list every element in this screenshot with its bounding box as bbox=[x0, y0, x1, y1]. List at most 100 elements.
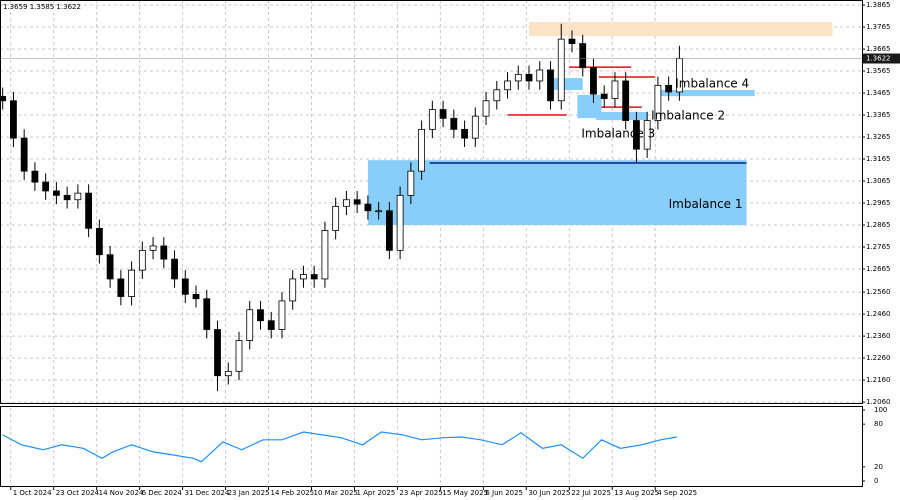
y-tick-label: 1.2560 bbox=[866, 288, 891, 296]
candle-body bbox=[385, 210, 393, 251]
x-tick-label: 31 Dec 2024 bbox=[185, 489, 230, 497]
candle-body bbox=[396, 194, 404, 251]
candle-body bbox=[450, 117, 458, 130]
rsi-line bbox=[2, 431, 677, 463]
candle-body bbox=[514, 73, 522, 82]
candle-body bbox=[160, 245, 168, 260]
candle-body bbox=[643, 120, 651, 150]
x-tick-label: 30 Jun 2025 bbox=[528, 489, 570, 497]
last-price-label: 1.3622 bbox=[866, 55, 891, 63]
candle-body bbox=[622, 80, 630, 121]
x-tick-label: 10 Mar 2025 bbox=[314, 489, 358, 497]
candle-body bbox=[149, 245, 157, 251]
candle-body bbox=[278, 300, 286, 330]
candle-body bbox=[192, 293, 200, 300]
y-tick-label: 1.3365 bbox=[866, 111, 891, 119]
candle-body bbox=[117, 278, 125, 297]
x-tick-label: 23 Oct 2024 bbox=[56, 489, 100, 497]
candle-body bbox=[579, 43, 587, 69]
candle-body bbox=[611, 80, 619, 99]
y-tick-label: 1.3765 bbox=[866, 23, 891, 31]
candle-body bbox=[665, 84, 673, 93]
y-tick-label: 1.3465 bbox=[866, 89, 891, 97]
price-header: 1.3659 1.3585 1.3622 bbox=[3, 3, 81, 11]
candle-body bbox=[171, 258, 178, 280]
zone bbox=[367, 160, 747, 226]
y-tick-label: 1.2865 bbox=[866, 221, 891, 229]
y-tick-label: 1.2665 bbox=[866, 265, 891, 273]
y-tick-label: 20 bbox=[874, 463, 883, 471]
candle-body bbox=[63, 194, 71, 201]
candle-body bbox=[375, 210, 383, 213]
candle-body bbox=[10, 100, 17, 139]
y-tick-label: 1.3865 bbox=[866, 1, 891, 9]
zone bbox=[655, 89, 755, 97]
x-tick-label: 6 Dec 2024 bbox=[142, 489, 183, 497]
candle-body bbox=[321, 230, 329, 280]
y-tick-label: 1.2060 bbox=[866, 398, 891, 406]
y-tick-label: 1.2965 bbox=[866, 199, 891, 207]
price-frame bbox=[0, 0, 863, 404]
candle-body bbox=[654, 84, 662, 121]
y-tick-label: 1.3665 bbox=[866, 45, 891, 53]
candle-body bbox=[300, 274, 307, 280]
candle-body bbox=[310, 274, 318, 280]
y-tick-label: 1.3265 bbox=[866, 133, 891, 141]
rsi-panel: 100 80 20 0 bbox=[2, 406, 887, 485]
zone bbox=[577, 95, 602, 119]
x-tick-label: 13 Aug 2025 bbox=[614, 489, 659, 497]
candle-body bbox=[504, 80, 511, 91]
zone bbox=[547, 78, 583, 90]
candle-body bbox=[106, 254, 114, 280]
candle-body bbox=[568, 38, 576, 44]
candle-body bbox=[633, 120, 640, 150]
candle-body bbox=[428, 109, 436, 130]
last-price-box bbox=[862, 53, 900, 64]
candle-body bbox=[536, 69, 544, 82]
x-tick-label: 23 Jan 2025 bbox=[228, 489, 270, 497]
candle-body bbox=[547, 69, 554, 102]
y-tick-label: 0 bbox=[874, 477, 878, 485]
candle-body bbox=[418, 128, 426, 172]
candle-body bbox=[493, 89, 501, 102]
y-tick-label: 1.2260 bbox=[866, 354, 891, 362]
candle-body bbox=[0, 95, 7, 102]
candle-body bbox=[138, 249, 146, 271]
y-tick-label: 1.2360 bbox=[866, 332, 891, 340]
candle-body bbox=[590, 67, 597, 95]
candle-body bbox=[181, 278, 189, 295]
y-tick-label: 1.2765 bbox=[866, 243, 891, 251]
zone-label: Imbalance 3 bbox=[581, 127, 655, 141]
zone-label: Imbalance 2 bbox=[651, 109, 725, 123]
candle-body bbox=[289, 278, 297, 302]
candle-body bbox=[224, 370, 232, 377]
candle-body bbox=[471, 115, 479, 139]
candle-body bbox=[353, 199, 361, 205]
candle-body bbox=[52, 190, 60, 196]
candle-body bbox=[74, 192, 82, 201]
x-tick-label: 22 Jul 2025 bbox=[571, 489, 611, 497]
candle-body bbox=[364, 203, 372, 212]
y-tick-label: 80 bbox=[874, 420, 883, 428]
x-tick-label: 23 Apr 2025 bbox=[399, 489, 442, 497]
candle-body bbox=[203, 298, 211, 330]
x-tick-label: 4 Sep 2025 bbox=[657, 489, 697, 497]
y-tick-label: 1.2160 bbox=[866, 376, 891, 384]
candle-body bbox=[128, 269, 135, 297]
rsi-frame bbox=[0, 406, 863, 487]
y-tick-label: 1.3065 bbox=[866, 177, 891, 185]
candle-body bbox=[525, 73, 533, 82]
y-tick-label: 100 bbox=[874, 406, 887, 414]
zone bbox=[596, 111, 648, 121]
x-tick-label: 6 Jun 2025 bbox=[485, 489, 523, 497]
y-tick-label: 1.3565 bbox=[866, 67, 891, 75]
candle-body bbox=[439, 109, 447, 119]
x-tick-label: 15 May 2025 bbox=[442, 489, 488, 497]
candle-body bbox=[235, 340, 243, 372]
candle-body bbox=[600, 93, 608, 99]
candle-body bbox=[42, 181, 50, 192]
candle-body bbox=[246, 309, 254, 341]
candle-body bbox=[20, 137, 28, 172]
